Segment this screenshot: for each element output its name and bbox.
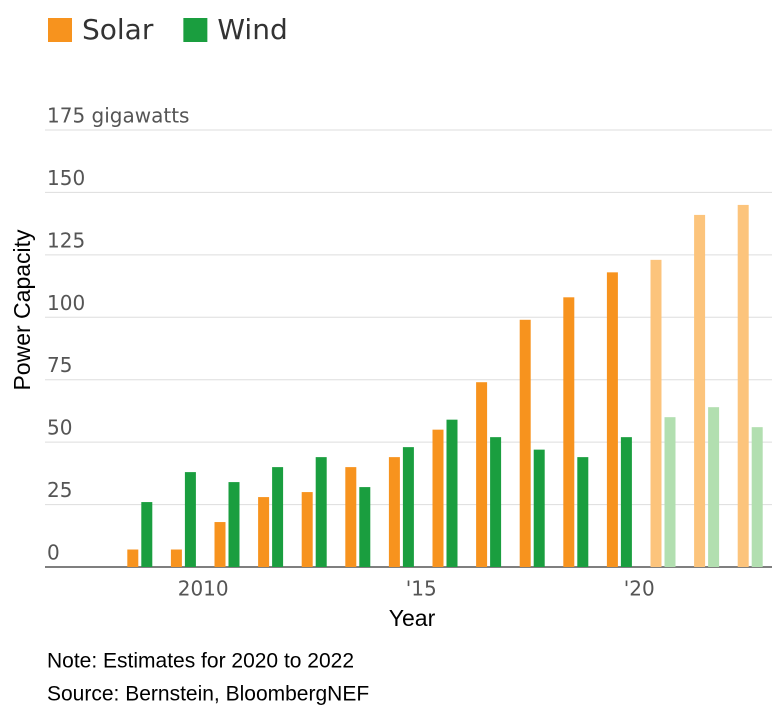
bar [432, 429, 444, 567]
source: Source: Bernstein, BloombergNEF [47, 683, 369, 706]
bar [228, 482, 240, 567]
bar [272, 467, 284, 567]
bar [490, 437, 502, 567]
bar [127, 549, 139, 567]
bar [402, 447, 414, 567]
y-tick-label: 0 [47, 541, 60, 565]
bar [664, 417, 676, 567]
bar [577, 457, 589, 567]
legend-label: Solar [82, 13, 154, 46]
bar [519, 319, 531, 567]
bar [476, 382, 488, 567]
y-tick-label: 75 [47, 353, 72, 377]
bar [620, 437, 632, 567]
bar [170, 549, 182, 567]
legend-swatch [48, 18, 72, 42]
y-tick-label: 50 [47, 416, 72, 440]
bar [258, 497, 270, 567]
bar [606, 272, 618, 567]
bar [446, 419, 458, 567]
bar [359, 487, 371, 567]
bar [694, 214, 706, 567]
note: Note: Estimates for 2020 to 2022 [47, 650, 354, 673]
bar [751, 427, 763, 567]
y-tick-label: 175 gigawatts [47, 104, 189, 128]
bar [301, 492, 313, 567]
legend-swatch [183, 18, 208, 42]
y-tick-label: 25 [47, 478, 72, 502]
x-tick-label: 2010 [178, 577, 229, 601]
bar [737, 204, 749, 567]
y-tick-label: 100 [47, 291, 85, 315]
bar [345, 467, 357, 567]
y-tick-label: 125 [47, 228, 85, 252]
legend-label: Wind [217, 13, 287, 46]
bar [708, 407, 720, 567]
bar [533, 449, 545, 567]
bar [650, 259, 662, 567]
y-axis-title: Power Capacity [9, 229, 35, 391]
x-tick-label: '20 [624, 577, 655, 601]
x-tick-label: '15 [406, 577, 437, 601]
bar [214, 522, 226, 567]
bar [315, 457, 327, 567]
bar [388, 457, 400, 567]
bar [563, 297, 575, 567]
y-tick-label: 150 [47, 166, 85, 190]
x-axis-title: Year [389, 605, 436, 631]
bar [141, 502, 153, 567]
bar [184, 472, 196, 567]
